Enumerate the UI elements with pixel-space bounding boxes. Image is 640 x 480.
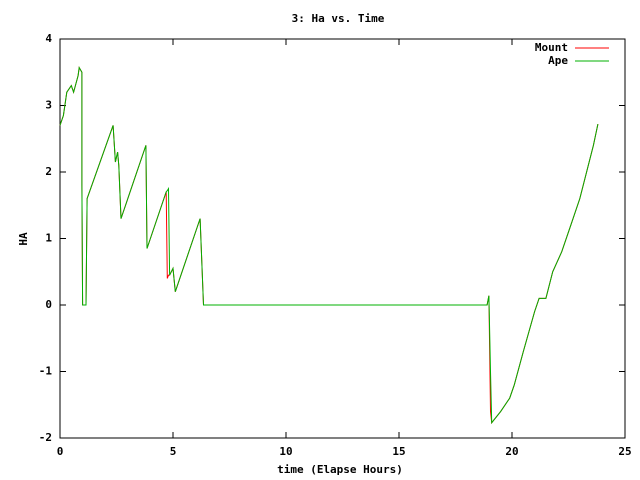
y-axis-label: HA xyxy=(17,232,30,246)
y-tick-label: 4 xyxy=(45,32,52,45)
x-tick-label: 10 xyxy=(279,445,292,458)
y-tick-label: 1 xyxy=(45,232,52,245)
x-tick-label: 0 xyxy=(57,445,64,458)
y-tick-label: -2 xyxy=(39,431,52,444)
x-tick-label: 25 xyxy=(618,445,631,458)
series-line xyxy=(59,66,599,424)
x-axis-label: time (Elapse Hours) xyxy=(277,463,403,476)
y-tick-label: -1 xyxy=(39,365,53,378)
plot-frame xyxy=(59,38,626,439)
x-tick-label: 5 xyxy=(170,445,177,458)
series-line xyxy=(59,66,599,425)
legend-label: Ape xyxy=(548,54,568,67)
y-tick-label: 0 xyxy=(45,298,52,311)
chart-title: 3: Ha vs. Time xyxy=(292,12,385,25)
legend-label: Mount xyxy=(535,41,568,54)
y-tick-label: 3 xyxy=(45,99,52,112)
y-tick-label: 2 xyxy=(45,165,52,178)
x-tick-label: 20 xyxy=(505,445,518,458)
x-tick-label: 15 xyxy=(392,445,405,458)
